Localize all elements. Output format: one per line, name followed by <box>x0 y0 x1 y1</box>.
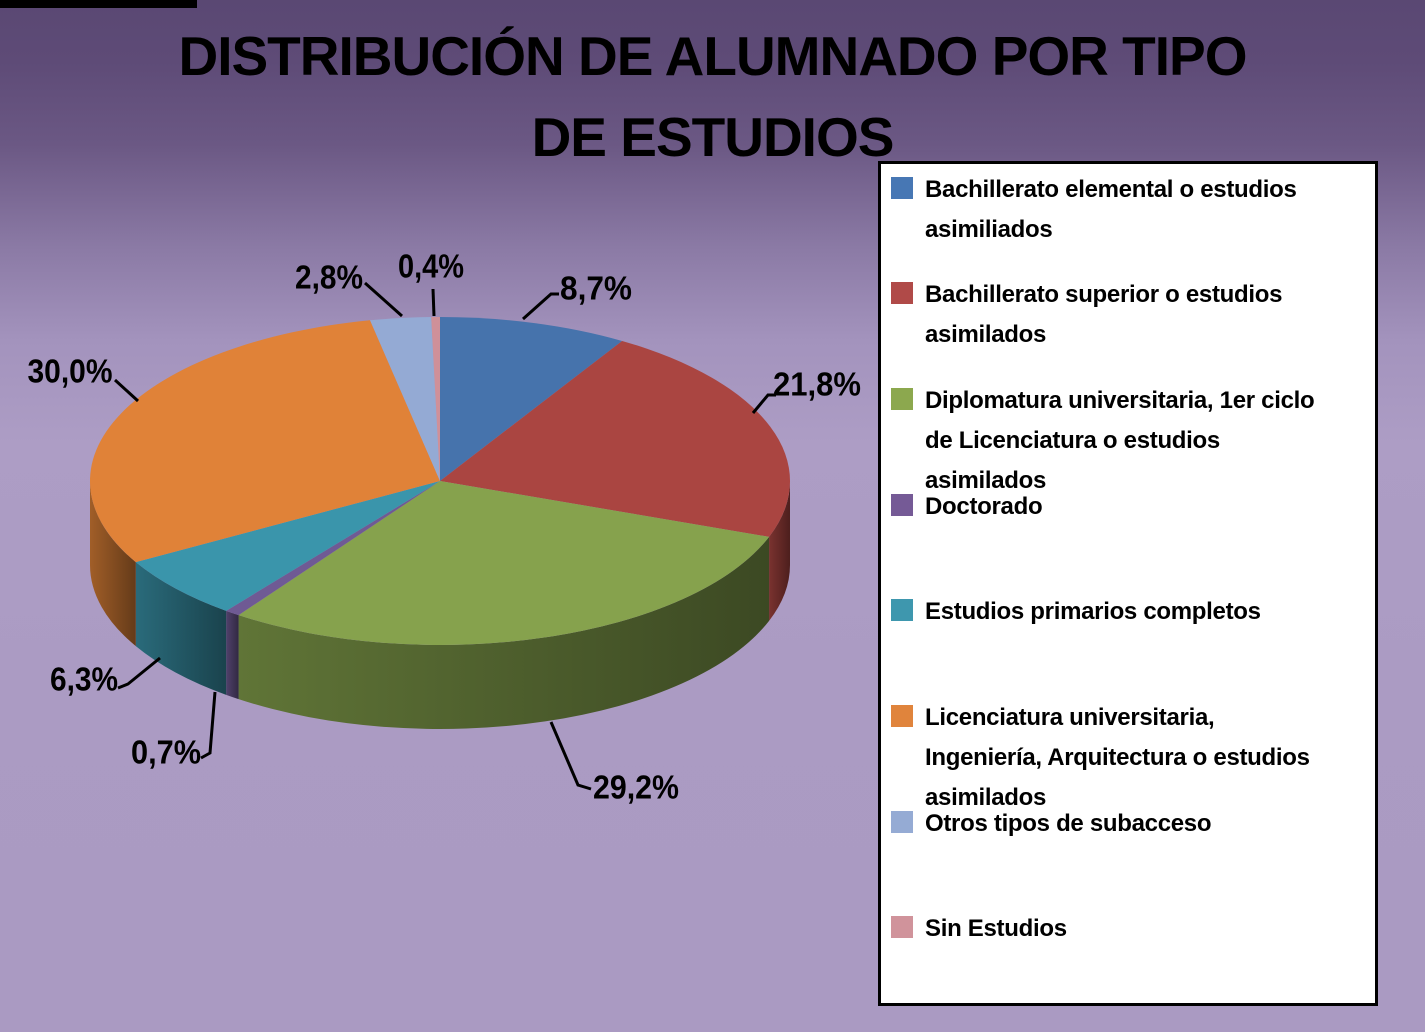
pie-slice-2 <box>238 481 770 646</box>
legend-item-1: Bachillerato superior o estudios asimila… <box>891 275 1369 355</box>
legend-swatch-6 <box>891 811 913 833</box>
pie-percent-label-6: 2,8% <box>295 259 363 296</box>
pie-percent-label-5: 30,0% <box>28 353 113 390</box>
pie-percent-label-7: 0,4% <box>398 248 464 285</box>
legend-swatch-3 <box>891 494 913 516</box>
legend-label-2: Diplomatura universitaria, 1er ciclo de … <box>925 387 1315 494</box>
pie-percent-label-2: 29,2% <box>593 769 679 806</box>
pie-label-connector-4 <box>117 656 161 690</box>
pie-percent-label-1: 21,8% <box>773 366 861 403</box>
top-left-black-strip <box>0 0 197 8</box>
legend-swatch-0 <box>891 177 913 199</box>
pie-label-connector-6 <box>364 281 403 318</box>
pie-label-connector-0 <box>522 292 559 321</box>
pie-label-connector-2 <box>549 721 592 791</box>
pie-rim-1 <box>769 481 790 621</box>
legend-item-3: Doctorado <box>891 487 1369 527</box>
pie-rim-2 <box>238 536 770 729</box>
legend-swatch-7 <box>891 916 913 938</box>
pie-label-connector-5 <box>113 378 140 403</box>
legend-swatch-2 <box>891 388 913 410</box>
legend-label-5: Licenciatura universitaria, Ingeniería, … <box>925 704 1310 811</box>
legend-label-7: Sin Estudios <box>925 915 1067 942</box>
pie-percent-label-4: 6,3% <box>50 661 118 698</box>
legend-item-2: Diplomatura universitaria, 1er ciclo de … <box>891 381 1369 501</box>
legend-item-0: Bachillerato elemental o estudios asimil… <box>891 170 1369 250</box>
legend-swatch-4 <box>891 599 913 621</box>
legend-item-7: Sin Estudios <box>891 909 1369 949</box>
legend-box: Bachillerato elemental o estudios asimil… <box>878 161 1378 1006</box>
chart-title-line-2: DE ESTUDIOS <box>531 106 895 168</box>
pie-slice-5 <box>89 320 440 563</box>
legend-item-5: Licenciatura universitaria, Ingeniería, … <box>891 698 1369 818</box>
chart-title: DISTRIBUCIÓN DE ALUMNADO POR TIPO DE EST… <box>0 16 1425 178</box>
pie-rim-3 <box>226 610 239 700</box>
pie-label-connector-1 <box>751 393 776 414</box>
pie-rim-4 <box>135 562 227 695</box>
legend-label-3: Doctorado <box>925 493 1043 520</box>
pie-label-connector-3 <box>200 691 217 760</box>
pie-label-connector-7 <box>431 288 436 317</box>
pie-percent-label-0: 8,7% <box>560 270 632 307</box>
legend-label-1: Bachillerato superior o estudios asimila… <box>925 281 1283 348</box>
legend-label-4: Estudios primarios completos <box>925 598 1261 625</box>
pie-percent-label-3: 0,7% <box>131 734 201 771</box>
legend-swatch-5 <box>891 705 913 727</box>
legend-item-4: Estudios primarios completos <box>891 592 1369 632</box>
legend-swatch-1 <box>891 282 913 304</box>
pie-slice-7 <box>431 317 440 481</box>
legend-item-6: Otros tipos de subacceso <box>891 804 1369 844</box>
pie-slice-0 <box>440 317 623 481</box>
pie-slice-3 <box>226 481 440 616</box>
pie-rim-5 <box>90 481 136 647</box>
legend-label-0: Bachillerato elemental o estudios asimil… <box>925 176 1297 243</box>
pie-slice-6 <box>370 317 440 481</box>
pie-slice-1 <box>440 340 790 537</box>
legend-label-6: Otros tipos de subacceso <box>925 810 1212 837</box>
chart-title-line-1: DISTRIBUCIÓN DE ALUMNADO POR TIPO <box>178 25 1247 87</box>
pie-slice-4 <box>135 481 440 611</box>
